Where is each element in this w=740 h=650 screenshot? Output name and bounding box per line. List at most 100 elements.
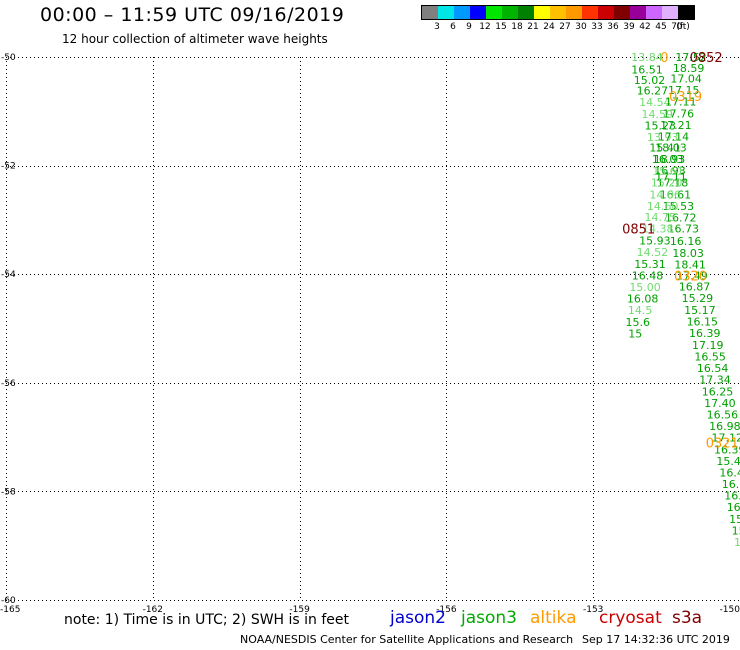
colorbar-tick-label: 30: [575, 22, 587, 32]
pass-time-annotation: 0321: [706, 437, 739, 452]
x-tick-label: -150: [720, 605, 740, 615]
wave-height-label: 13.93: [647, 131, 679, 144]
wave-height-label: 17.49: [676, 269, 708, 282]
wave-height-label: 14.61: [734, 536, 740, 549]
colorbar-swatch: [534, 6, 550, 19]
wave-height-label: 16.48: [632, 269, 664, 282]
colorbar-tick-label: 9: [466, 22, 472, 32]
wave-height-label: 13.84: [631, 51, 663, 64]
wave-height-label: 17.18: [657, 176, 689, 189]
colorbar-swatch: [454, 6, 470, 19]
colorbar-tick-label: 3: [434, 22, 440, 32]
wave-height-label: 15.23: [644, 119, 676, 132]
wave-height-label: 14.52: [637, 246, 669, 259]
wave-height-label: 16.39: [714, 444, 740, 457]
credit-text: NOAA/NESDIS Center for Satellite Applica…: [240, 633, 574, 646]
wave-height-label: 16.16: [670, 235, 702, 248]
wave-height-label: 16.55: [694, 351, 726, 364]
x-tick-label: -165: [0, 605, 20, 615]
wave-height-label: 17.04: [670, 73, 702, 86]
wave-height-label: 15.93: [639, 235, 671, 248]
wave-height-label: 15.31: [634, 258, 666, 271]
wave-height-label: 16.54: [697, 362, 729, 375]
wave-height-label: 16.11: [722, 478, 740, 491]
wave-height-label: 16.87: [679, 281, 711, 294]
colorbar-swatch: [502, 6, 518, 19]
y-tick-label: -56: [1, 379, 16, 389]
wave-height-label: 14.06: [649, 188, 681, 201]
wave-height-label: 15.00: [629, 281, 661, 294]
wave-height-label: 16.93: [654, 164, 686, 177]
colorbar-swatch: [422, 6, 438, 19]
y-tick-label: -60: [1, 596, 16, 606]
wave-height-label: 16.56: [707, 408, 739, 421]
wave-height-label: 15.41: [649, 142, 681, 155]
wave-height-label: 18.03: [655, 142, 687, 155]
wave-height-label: 15.29: [682, 292, 714, 305]
colorbar-tick-label: 12: [479, 22, 491, 32]
colorbar-swatch: [662, 6, 678, 19]
mission-label-cryosat: cryosat: [599, 608, 662, 628]
mission-label-altika: altika: [530, 608, 577, 628]
wave-height-label: 14.5: [628, 304, 653, 317]
colorbar-swatch: [486, 6, 502, 19]
wave-height-label: 15.92: [729, 513, 740, 526]
mission-label-jason2: jason2: [390, 608, 446, 628]
y-tick-label: -58: [1, 487, 16, 497]
colorbar-swatch: [550, 6, 566, 19]
wave-height-label: 16.17: [724, 490, 740, 503]
wave-height-label: 17.52: [675, 51, 707, 64]
colorbar-tick-label: 21: [527, 22, 539, 32]
y-tick-label: -50: [1, 53, 16, 63]
colorbar-tick-label: (ft): [676, 22, 690, 32]
wave-height-label: 15.45: [716, 455, 740, 468]
colorbar-swatch: [470, 6, 486, 19]
wave-height-label: 14.54: [639, 96, 671, 109]
colorbar-tick-label: 70: [671, 22, 683, 32]
colorbar-tick-label: 27: [559, 22, 571, 32]
wave-height-label: 16.45: [719, 466, 740, 479]
colorbar-swatches: [421, 5, 695, 20]
wave-height-label: 16.03: [652, 153, 684, 166]
wave-height-label: 16.25: [702, 385, 734, 398]
colorbar-swatch: [582, 6, 598, 19]
wave-height-label: 17.40: [704, 397, 736, 410]
wave-height-label: 17.11: [665, 96, 697, 109]
colorbar-tick-label: 45: [655, 22, 667, 32]
wave-height-label: 16.98: [709, 420, 740, 433]
wave-height-label: 16.61: [660, 188, 692, 201]
wave-height-label: 18.41: [674, 258, 706, 271]
wave-height-label: 18.59: [673, 62, 705, 75]
pass-time-annotation: 0320: [674, 269, 707, 284]
wave-height-label: 14.38: [642, 223, 674, 236]
pass-time-annotation: 0: [660, 51, 668, 66]
colorbar-tick-label: 24: [543, 22, 555, 32]
colorbar-swatch: [598, 6, 614, 19]
x-tick-label: -153: [583, 605, 603, 615]
y-tick-label: -52: [1, 162, 16, 172]
wave-height-label: 16.08: [627, 293, 659, 306]
colorbar-tick-label: 39: [623, 22, 635, 32]
wave-height-label: 16.73: [667, 223, 699, 236]
mission-label-jason3: jason3: [461, 608, 517, 628]
wave-height-label: 17.15: [668, 84, 700, 97]
wave-height-label: 16.51: [631, 63, 663, 76]
colorbar-tick-label: 15: [495, 22, 507, 32]
wave-height-label: 15.17: [684, 304, 716, 317]
x-tick-label: -162: [143, 605, 163, 615]
colorbar-tick-label: 42: [639, 22, 651, 32]
chart-subtitle: 12 hour collection of altimeter wave hei…: [62, 32, 328, 46]
wave-height-label: 16.15: [687, 315, 719, 328]
x-tick-label: -156: [436, 605, 457, 615]
wave-height-label: 14.60: [647, 200, 679, 213]
wave-height-label: 16.39: [689, 327, 721, 340]
wave-height-label: 17.19: [692, 339, 724, 352]
wave-height-label: 15: [628, 327, 642, 340]
wave-height-label: 15.53: [663, 200, 695, 213]
wave-height-label: 18.93: [654, 153, 686, 166]
wave-height-label: 17.21: [660, 119, 692, 132]
colorbar-tick-label: 33: [591, 22, 603, 32]
wave-height-label: 16.73: [727, 501, 740, 514]
wave-height-label: 15.58: [732, 524, 740, 537]
